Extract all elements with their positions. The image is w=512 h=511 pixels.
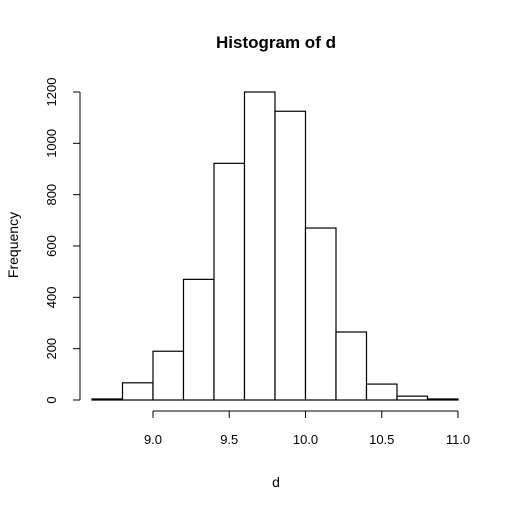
histogram-bar <box>121 382 154 401</box>
y-tick-label: 1200 <box>44 78 59 107</box>
x-tick-label: 10.0 <box>293 432 318 447</box>
histogram-bar <box>304 227 337 401</box>
histogram-bar <box>152 350 185 401</box>
x-axis: 9.0 9.5 10.0 10.5 11.0 <box>144 410 470 447</box>
y-axis-label: Frequency <box>5 212 21 278</box>
y-tick-label: 600 <box>44 235 59 257</box>
y-tick-label: 1000 <box>44 129 59 158</box>
histogram-bar <box>91 398 124 401</box>
histogram-bar <box>365 383 398 401</box>
histogram-bar <box>213 162 246 401</box>
histogram-bar <box>182 278 215 401</box>
chart-title: Histogram of d <box>216 33 336 52</box>
y-tick-label: 200 <box>44 338 59 360</box>
y-tick-label: 800 <box>44 184 59 206</box>
histogram-bar <box>243 91 276 401</box>
histogram-bar <box>274 110 307 401</box>
histogram-bars <box>91 91 459 401</box>
histogram-bar <box>396 395 429 401</box>
histogram-bar <box>426 398 459 401</box>
x-tick-label: 9.0 <box>144 432 162 447</box>
y-tick-label: 400 <box>44 286 59 308</box>
x-axis-label: d <box>272 474 280 490</box>
x-tick-label: 11.0 <box>446 432 470 447</box>
x-tick-label: 10.5 <box>369 432 394 447</box>
histogram-bar <box>335 331 368 401</box>
x-tick-label: 9.5 <box>220 432 238 447</box>
y-axis: 0 200 400 600 800 1000 1200 <box>44 78 81 404</box>
y-tick-label: 0 <box>44 396 59 403</box>
